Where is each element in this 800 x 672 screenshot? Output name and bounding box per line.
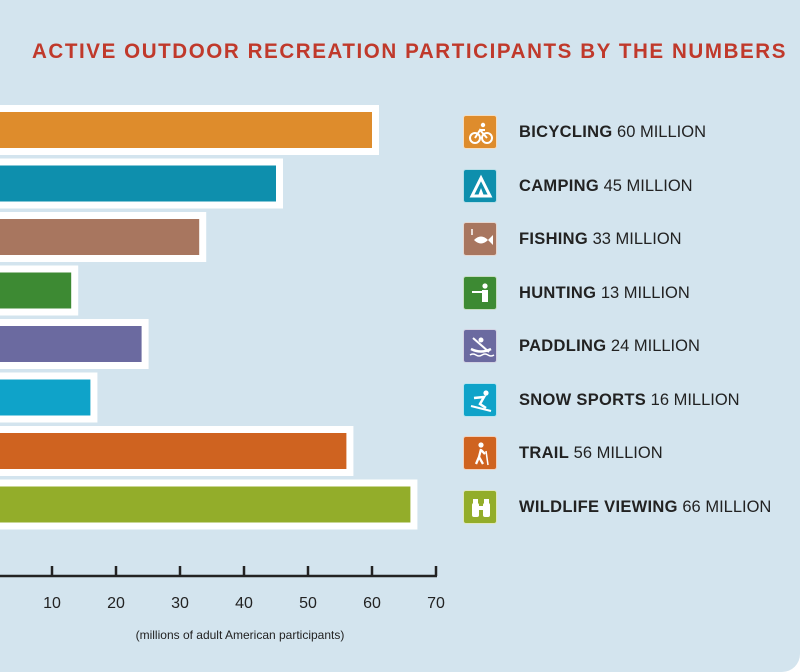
legend-label: HUNTING 13 MILLION (519, 284, 690, 303)
legend-label: BICYCLING 60 MILLION (519, 123, 706, 142)
bar-fishing (0, 219, 200, 255)
x-tick-label: 30 (171, 595, 189, 612)
legend-value: 13 MILLION (596, 283, 690, 302)
legend-label: WILDLIFE VIEWING 66 MILLION (519, 498, 771, 517)
legend-category: FISHING (519, 230, 589, 248)
legend-value: 45 MILLION (599, 176, 693, 195)
legend-value: 60 MILLION (612, 123, 706, 141)
x-tick-label: 70 (427, 595, 445, 612)
legend-value: 66 MILLION (677, 497, 772, 516)
x-axis-label: (millions of adult American participants… (135, 628, 345, 642)
legend-value: 56 MILLION (569, 444, 663, 462)
legend-label: FISHING 33 MILLION (519, 230, 682, 249)
bar-snow-sports (0, 379, 91, 416)
x-tick-label: 40 (235, 595, 253, 612)
bicycle-icon (463, 115, 497, 149)
legend-value: 33 MILLION (588, 230, 682, 248)
x-tick-label: 60 (363, 595, 381, 612)
legend-category: WILDLIFE VIEWING (519, 497, 678, 516)
legend-category: HUNTING (519, 283, 597, 302)
hiker-icon (463, 436, 497, 470)
legend-category: BICYCLING (519, 123, 613, 141)
legend-category: SNOW SPORTS (519, 390, 647, 409)
bar-bicycling (0, 112, 372, 148)
bar-wildlife-viewing (0, 486, 411, 523)
legend-value: 16 MILLION (646, 390, 740, 409)
legend-category: TRAIL (519, 444, 570, 462)
legend-category: CAMPING (519, 176, 600, 195)
kayak-icon (463, 329, 497, 363)
binoculars-icon (463, 489, 497, 524)
bar-trail (0, 433, 347, 469)
legend-category: PADDLING (519, 337, 607, 355)
legend-label: CAMPING 45 MILLION (519, 177, 693, 196)
bar-camping (0, 165, 276, 202)
tent-icon (463, 168, 497, 203)
legend-value: 24 MILLION (606, 337, 700, 355)
skier-icon (463, 382, 497, 417)
fish-icon (463, 222, 497, 256)
bar-hunting (0, 272, 72, 309)
x-tick-label: 20 (107, 595, 125, 612)
legend-label: SNOW SPORTS 16 MILLION (519, 391, 740, 410)
legend-label: PADDLING 24 MILLION (519, 337, 700, 356)
bar-paddling (0, 326, 142, 362)
x-tick-label: 10 (43, 595, 61, 612)
chart-title: ACTIVE OUTDOOR RECREATION PARTICIPANTS B… (32, 40, 788, 63)
legend-label: TRAIL 56 MILLION (519, 444, 663, 463)
x-tick-label: 50 (299, 595, 317, 612)
hunter-icon (463, 275, 497, 310)
